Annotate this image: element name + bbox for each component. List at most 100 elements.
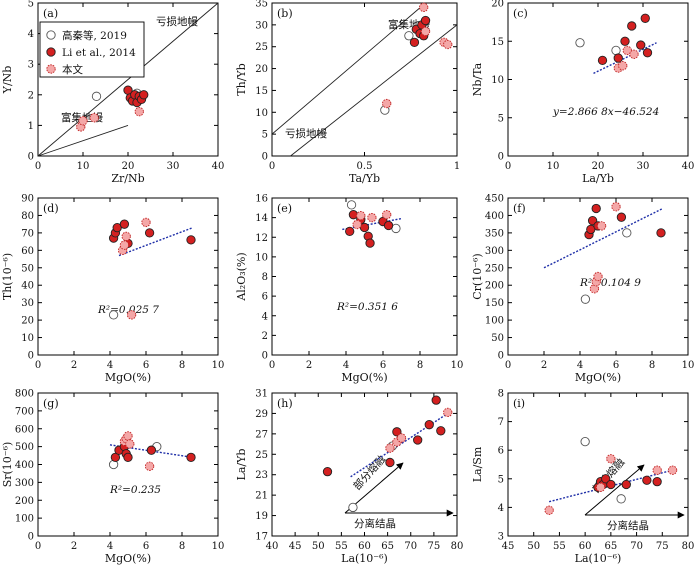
y-tick-label: 30 [255,20,268,31]
plot-frame [271,392,458,537]
upper-array-line [271,2,426,135]
x-tick-label: 55 [335,541,348,552]
y-tick-label: 600 [15,424,34,435]
point-this [352,219,362,230]
point-li [186,235,196,245]
y-tick-label: 14 [255,213,268,224]
point-li [383,220,394,231]
y-tick-label: 200 [485,281,504,292]
point-gao [91,91,102,101]
y-tick-label: 200 [15,496,34,507]
y-tick-label: 0 [28,152,34,163]
x-tick-label: 6 [380,360,386,371]
point-gao [404,31,414,41]
y-tick-label: 8 [262,272,268,283]
legend-marker-this [46,64,56,74]
x-tick-label: 10 [77,161,90,172]
point-li [424,420,434,430]
point-li [616,212,627,222]
point-this [667,465,678,475]
x-axis-label: Ta/Yb [349,172,380,185]
trend-line [548,469,673,503]
point-li [621,479,631,490]
fit-equation: R²=0.235 [109,484,161,496]
y-tick-label: 20 [491,0,504,10]
point-li [139,90,149,100]
y-tick-label: 8 [498,389,504,400]
panel-label: (i) [513,397,525,410]
y-tick-label: 10 [21,333,34,344]
point-this [121,231,131,242]
point-this [396,433,407,443]
x-tick-label: 8 [649,360,655,371]
x-tick-label: 6 [143,360,149,371]
x-tick-label: 75 [656,541,669,552]
point-this [544,505,554,515]
x-tick-label: 40 [212,161,225,172]
y-tick-label: 15 [255,86,268,97]
y-tick-label: 450 [485,194,504,205]
panel-e: 0 2 4 6 8 10 0 2 4 6 8 10 12 14 16 MgO(%) Al₂O₃(%) (e) R²=… [235,194,463,385]
x-tick-label: 10 [547,161,560,172]
point-li [642,475,652,485]
x-axis-label: MgO(%) [341,371,387,384]
y-tick-label: 300 [485,246,504,257]
y-tick-label: 19 [255,511,268,522]
y-tick-label: 40 [21,281,34,292]
y-tick-label: 0 [28,532,34,543]
point-li [365,238,375,248]
y-tick-label: 150 [485,298,504,309]
point-li [606,479,616,490]
x-tick-label: 8 [179,360,185,371]
enriched-mantle-line [37,124,129,157]
y-tick-label: 30 [21,298,34,309]
point-li [413,435,423,445]
x-tick-label: 0.5 [357,161,373,172]
plot-frame [37,197,219,356]
point-li [642,48,653,58]
point-gao [580,294,591,304]
point-this [593,271,603,282]
legend-label-this: 本文 [62,63,83,76]
point-li [613,53,623,63]
fit-equation: y=2.866 8x−46.524 [552,106,659,118]
x-tick-label: 2 [541,360,547,371]
y-tick-label: 2 [28,90,34,101]
point-li [627,21,637,31]
point-this [652,465,662,475]
point-this [125,439,135,449]
x-tick-label: 60 [579,541,592,552]
point-this [144,461,155,471]
y-tick-label: 80 [21,211,34,222]
y-tick-label: 10 [255,252,268,263]
y-tick-label: 0 [498,152,504,163]
trend-line [543,207,664,269]
point-this [618,61,628,71]
y-tick-label: 90 [21,194,34,205]
point-this [141,217,151,228]
x-tick-label: 45 [289,541,302,552]
y-tick-label: 5 [28,0,34,10]
x-tick-label: 0 [35,360,41,371]
point-this [596,221,607,231]
plot-frame [507,197,689,356]
y-tick-label: 400 [15,460,34,471]
y-axis-label: Th(10⁻⁶) [1,253,14,300]
depleted-mantle-annotation: 亏损地幔 [285,127,327,140]
y-axis-label: Al₂O₃(%) [235,252,248,301]
point-this [611,202,621,212]
panel-i: 4550556065707580345678La(10⁻⁶)La/Sm(i)部分… [471,389,694,566]
x-tick-label: 10 [682,360,695,371]
trend-line [342,217,402,231]
y-tick-label: 10 [491,75,504,86]
y-tick-label: 4 [28,29,34,40]
legend-label-li: Li et al., 2014 [62,47,136,59]
x-axis-label: La(10⁻⁶) [575,552,622,565]
y-axis-label: Y/Nb [1,66,14,95]
y-tick-label: 1 [28,121,34,132]
y-tick-label: 15 [491,37,504,48]
plot-frame [507,2,689,157]
x-tick-label: 0 [35,541,41,552]
x-tick-label: 80 [451,541,464,552]
